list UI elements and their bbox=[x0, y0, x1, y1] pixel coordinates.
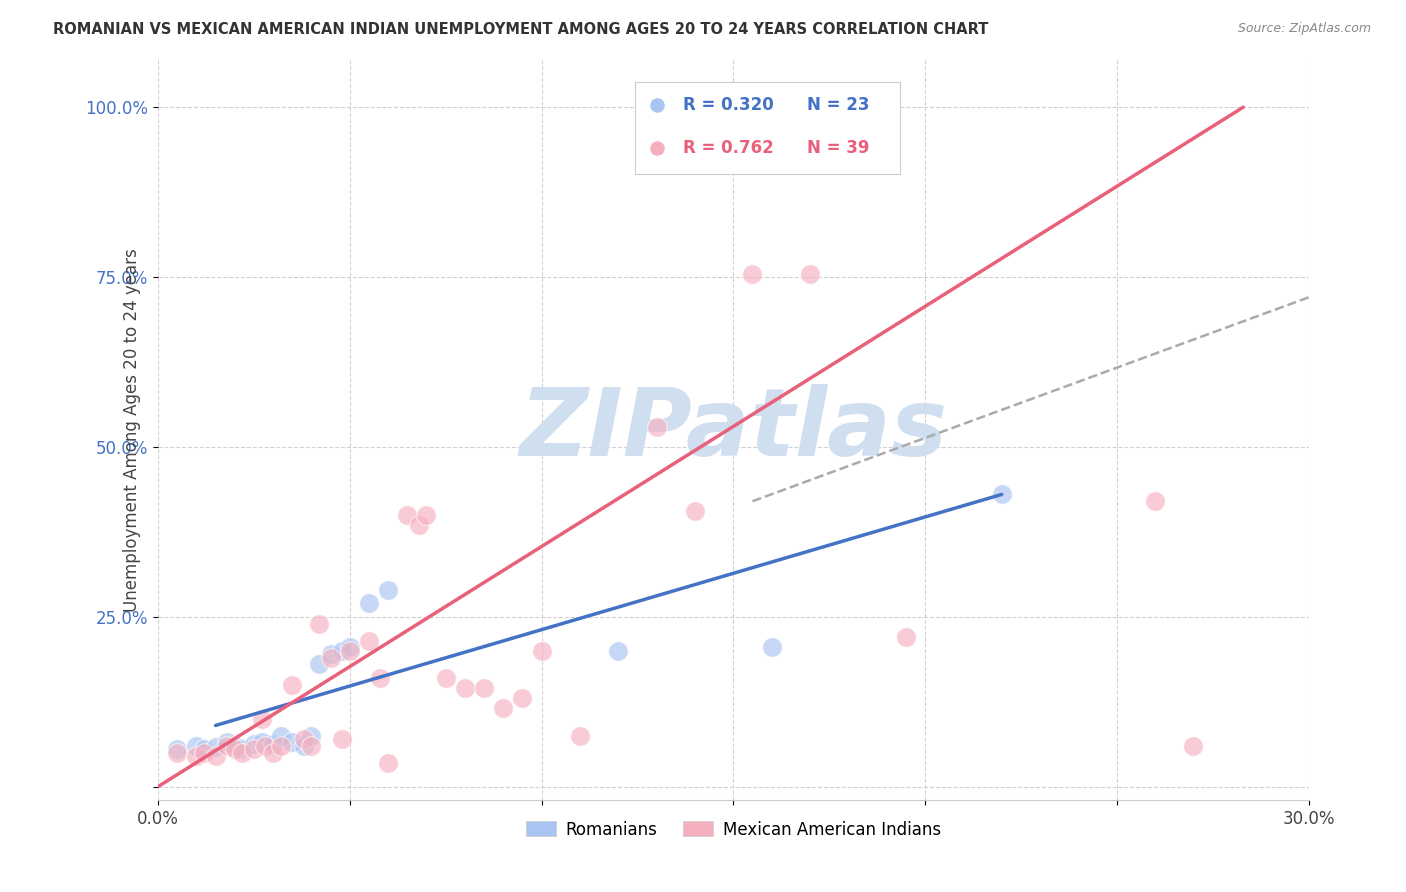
Point bbox=[319, 647, 342, 661]
Point bbox=[319, 650, 342, 665]
Point bbox=[370, 671, 392, 685]
Point bbox=[472, 681, 495, 695]
Point bbox=[224, 739, 246, 753]
Point bbox=[254, 739, 277, 753]
Point bbox=[408, 518, 430, 533]
Point bbox=[530, 644, 553, 658]
Point bbox=[270, 729, 292, 743]
Point bbox=[292, 732, 315, 747]
Point bbox=[645, 419, 668, 434]
Point bbox=[308, 657, 330, 672]
Point bbox=[193, 746, 215, 760]
Point bbox=[270, 739, 292, 753]
Point bbox=[281, 735, 304, 749]
Point bbox=[299, 729, 322, 743]
Point bbox=[799, 267, 821, 281]
Point bbox=[512, 691, 534, 706]
Point bbox=[186, 749, 208, 764]
Point bbox=[292, 739, 315, 753]
Text: ROMANIAN VS MEXICAN AMERICAN INDIAN UNEMPLOYMENT AMONG AGES 20 TO 24 YEARS CORRE: ROMANIAN VS MEXICAN AMERICAN INDIAN UNEM… bbox=[53, 22, 988, 37]
Y-axis label: Unemployment Among Ages 20 to 24 years: Unemployment Among Ages 20 to 24 years bbox=[124, 248, 142, 612]
Point bbox=[683, 504, 706, 518]
Point bbox=[299, 739, 322, 753]
Point bbox=[330, 644, 353, 658]
Point bbox=[215, 735, 238, 749]
Point bbox=[262, 738, 284, 752]
Point bbox=[434, 671, 457, 685]
Point bbox=[250, 712, 273, 726]
Point bbox=[262, 746, 284, 760]
Point bbox=[357, 633, 380, 648]
Point bbox=[568, 729, 591, 743]
Point bbox=[250, 735, 273, 749]
Point bbox=[204, 749, 226, 764]
Point bbox=[396, 508, 419, 522]
Point bbox=[377, 582, 399, 597]
Point bbox=[454, 681, 477, 695]
Point bbox=[1144, 494, 1167, 508]
Point bbox=[308, 616, 330, 631]
Text: Source: ZipAtlas.com: Source: ZipAtlas.com bbox=[1237, 22, 1371, 36]
Point bbox=[215, 739, 238, 753]
Point bbox=[607, 644, 630, 658]
Point bbox=[357, 596, 380, 610]
Point bbox=[492, 701, 515, 715]
Point bbox=[243, 742, 266, 756]
Point bbox=[415, 508, 437, 522]
Point bbox=[231, 746, 253, 760]
Point bbox=[894, 630, 917, 644]
Point bbox=[231, 742, 253, 756]
Point bbox=[339, 640, 361, 655]
Point bbox=[193, 742, 215, 756]
Point bbox=[1182, 739, 1205, 753]
Point bbox=[186, 739, 208, 753]
Point bbox=[761, 640, 783, 655]
Legend: Romanians, Mexican American Indians: Romanians, Mexican American Indians bbox=[519, 814, 948, 846]
Point bbox=[224, 742, 246, 756]
Point bbox=[166, 742, 188, 756]
Point bbox=[166, 746, 188, 760]
Point bbox=[339, 644, 361, 658]
Point bbox=[330, 732, 353, 747]
Text: ZIPatlas: ZIPatlas bbox=[519, 384, 948, 476]
Point bbox=[281, 678, 304, 692]
Point bbox=[377, 756, 399, 770]
Point bbox=[741, 267, 763, 281]
Point bbox=[204, 740, 226, 755]
Point bbox=[990, 487, 1012, 501]
Point bbox=[243, 738, 266, 752]
